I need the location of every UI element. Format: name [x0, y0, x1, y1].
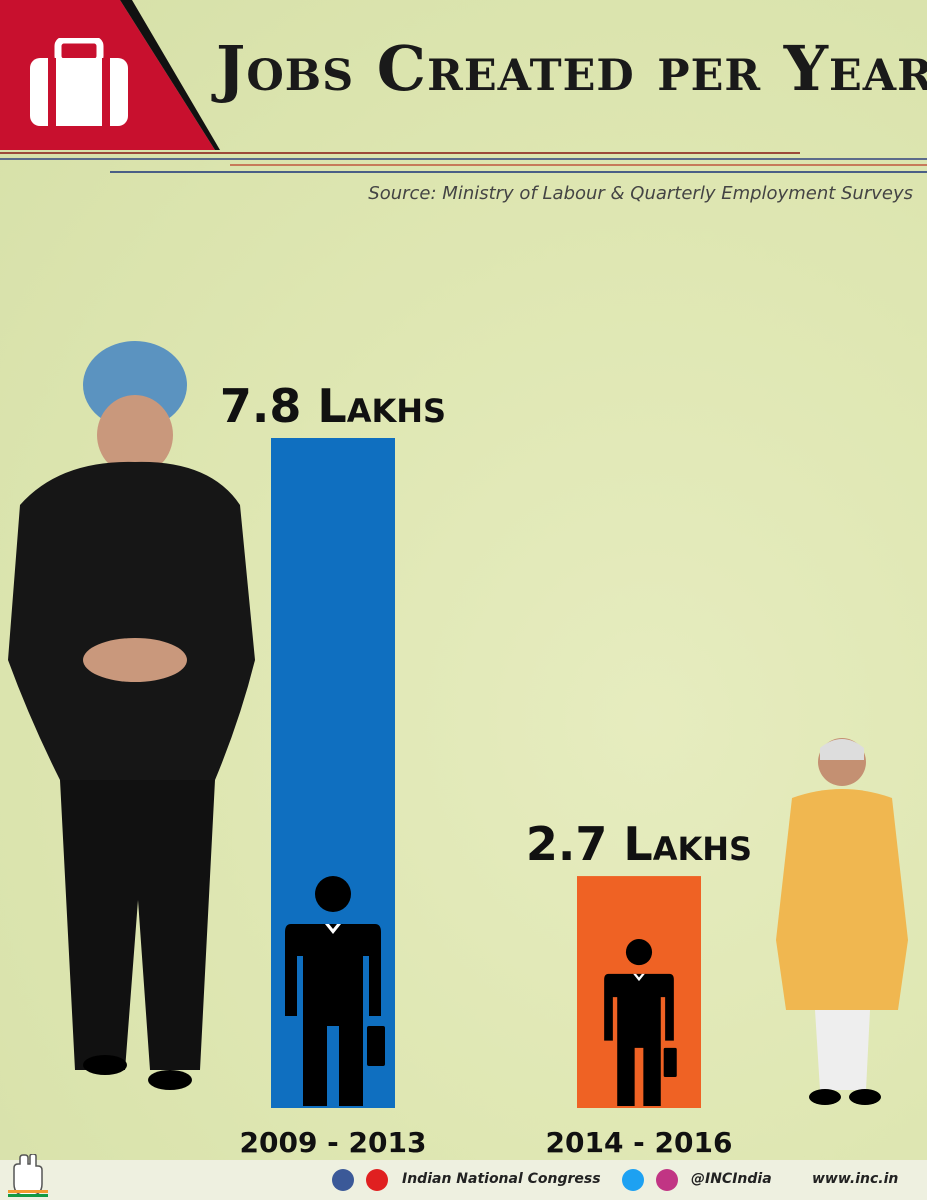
footer-org: Indian National Congress: [402, 1171, 601, 1187]
businessman-icon: [604, 939, 677, 1106]
congress-hand-logo: [8, 1154, 48, 1197]
header-rule: [0, 152, 800, 154]
value-label-0: 7.8 Lakhs: [220, 379, 446, 433]
leader-right-figure: [776, 738, 908, 1105]
footer-bar: Indian National Congress @INCIndia www.i…: [0, 1154, 927, 1200]
businessman-icon: [285, 876, 385, 1106]
twitter-icon[interactable]: [622, 1169, 644, 1191]
header-rule: [230, 164, 927, 166]
youtube-icon[interactable]: [366, 1169, 388, 1191]
footer-website[interactable]: www.inc.in: [812, 1171, 899, 1187]
facebook-icon[interactable]: [332, 1169, 354, 1191]
instagram-icon[interactable]: [656, 1169, 678, 1191]
source-note: Source: Ministry of Labour & Quarterly E…: [368, 183, 913, 204]
page-title: Jobs Created per Year: [216, 32, 927, 105]
category-label-1: 2014 - 2016: [546, 1126, 733, 1159]
value-label-1: 2.7 Lakhs: [526, 817, 752, 871]
category-label-0: 2009 - 2013: [240, 1126, 427, 1159]
briefcase-icon: [30, 38, 128, 126]
leader-left-figure: [8, 341, 255, 1090]
header-rule: [110, 171, 927, 173]
header-rule: [0, 158, 927, 160]
footer-handle[interactable]: @INCIndia: [691, 1171, 772, 1187]
